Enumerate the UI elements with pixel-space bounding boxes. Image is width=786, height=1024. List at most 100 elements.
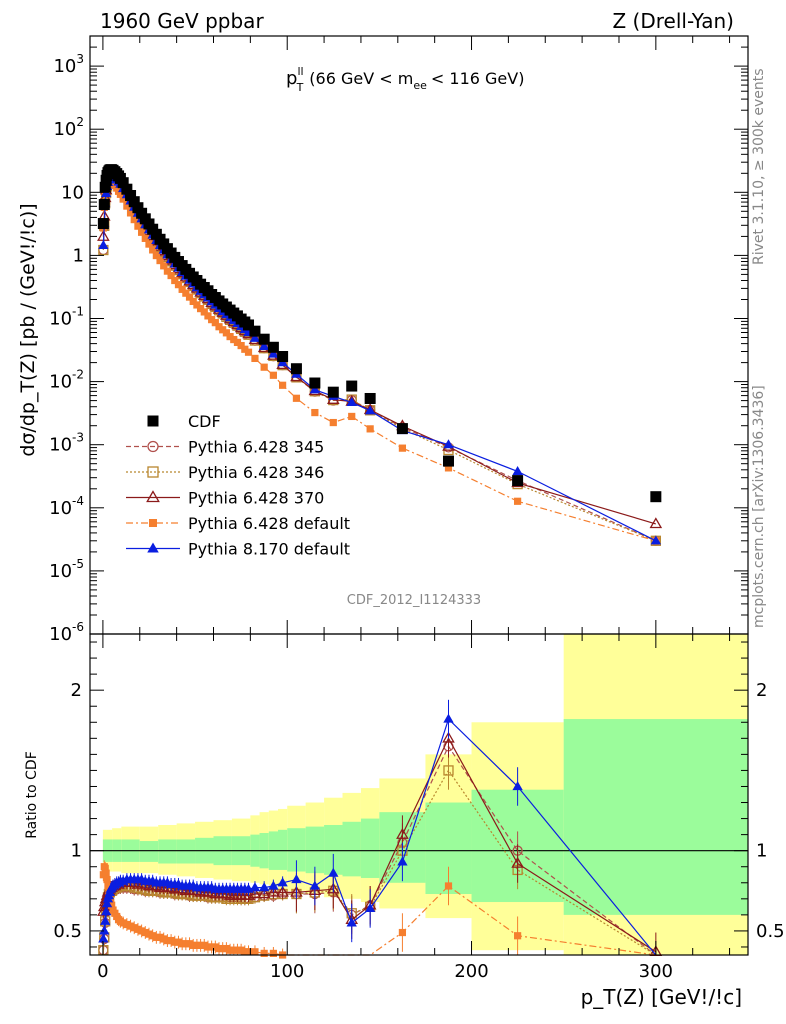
band-green: [278, 829, 288, 870]
marker-py6def: [149, 246, 157, 254]
marker-py8def: [443, 439, 454, 449]
marker-py6def: [444, 464, 453, 472]
marker-cdf: [309, 377, 321, 389]
marker-cdf: [258, 333, 270, 345]
marker-py6def: [182, 289, 190, 297]
plot-label-rest-end: < 116 GeV): [431, 69, 525, 88]
marker-py6def: [200, 941, 208, 949]
marker-py6def: [171, 938, 179, 946]
analysis-id: CDF_2012_I1124333: [347, 593, 481, 608]
marker-py6def: [215, 323, 223, 331]
marker-py8def: [291, 874, 302, 884]
main-y-tick-label: 10-6: [49, 620, 84, 645]
marker-py8def: [364, 405, 376, 415]
marker-py6def: [244, 348, 253, 356]
marker-py6def: [174, 938, 183, 946]
rivet-label: Rivet 3.1.10, ≥ 300k events: [751, 68, 767, 265]
band-green: [342, 821, 361, 877]
marker-py8def: [277, 877, 288, 887]
main-y-tick-label: 1: [73, 245, 84, 266]
ratio-y-tick-label-right: 1: [756, 841, 767, 862]
ratio-y-tick-label: 1: [71, 841, 82, 862]
marker-py6def: [366, 425, 374, 433]
marker-cdf: [97, 218, 109, 230]
marker-py6def: [134, 925, 142, 933]
marker-py6def: [138, 927, 146, 935]
marker-py6def: [145, 240, 153, 248]
marker-cdf: [346, 380, 358, 392]
marker-cdf: [277, 350, 289, 362]
marker-py370: [276, 885, 289, 897]
ratio-x-axis-title: p_T(Z) [GeV!/!c]: [581, 985, 742, 1009]
ratio-series-layer: [97, 699, 663, 959]
ratio-y-tick-label-right: 0.5: [756, 921, 785, 942]
band-green: [158, 839, 177, 864]
plot-label: pll T (66 GeV < mee < 116 GeV): [286, 65, 524, 94]
marker-py6def: [311, 408, 319, 417]
marker-cdf: [650, 491, 662, 503]
marker-py370: [511, 856, 524, 868]
marker-py6def: [193, 301, 201, 309]
marker-py8def: [346, 397, 357, 407]
marker-py6def: [167, 936, 175, 945]
marker-py6def: [103, 875, 111, 884]
marker-py6def: [233, 338, 242, 347]
marker-py6def: [149, 519, 157, 527]
marker-py6def: [200, 308, 208, 316]
marker-py6def: [141, 234, 149, 242]
legend-label: Pythia 6.428 346: [188, 463, 324, 482]
marker-py6def: [178, 940, 186, 948]
marker-py6def: [156, 933, 164, 941]
marker-py8def: [309, 880, 321, 890]
marker-py6def: [222, 329, 230, 337]
marker-py6def: [163, 936, 172, 945]
marker-py8def: [364, 903, 376, 913]
marker-py6def: [189, 941, 197, 949]
marker-py6def: [134, 222, 142, 230]
main-line-py345: [102, 177, 657, 542]
marker-py6def: [260, 363, 268, 371]
marker-py6def: [219, 326, 227, 334]
marker-py6def: [141, 928, 149, 937]
ratio-frame: [89, 633, 749, 956]
marker-py370: [326, 882, 340, 894]
main-y-tick-label: 10-2: [49, 368, 84, 393]
marker-py345: [147, 440, 159, 453]
band-green: [287, 828, 306, 872]
legend-label: Pythia 6.428 345: [188, 438, 324, 457]
ratio-y-tick-label-right: 2: [756, 680, 767, 701]
legend-label: Pythia 6.428 370: [188, 489, 324, 508]
band-green: [563, 719, 748, 915]
x-tick-label: 100: [270, 961, 304, 982]
main-line-py370: [102, 176, 656, 525]
marker-py6def: [211, 943, 219, 951]
plot-label-rest-sub: ee: [413, 79, 427, 92]
ratio-y-axis-title: Ratio to CDF: [24, 751, 40, 839]
marker-py6def: [251, 948, 259, 956]
marker-cdf: [136, 207, 148, 219]
marker-py6def: [244, 948, 253, 956]
marker-py6def: [269, 949, 277, 957]
marker-py8def: [328, 867, 339, 877]
marker-py8def: [100, 915, 111, 925]
band-green: [324, 824, 343, 875]
marker-py6def: [196, 305, 205, 313]
marker-cdf: [290, 363, 302, 375]
legend-label: Pythia 6.428 default: [188, 514, 350, 533]
marker-py6def: [123, 202, 131, 210]
marker-py8def: [512, 781, 523, 791]
marker-py370: [442, 731, 455, 743]
x-tick-label: 300: [639, 961, 673, 982]
marker-py6def: [215, 944, 223, 953]
marker-py370: [248, 887, 262, 899]
marker-py8def: [101, 898, 113, 908]
marker-py6def: [251, 354, 259, 363]
legend-entry-py370: Pythia 6.428 370: [126, 489, 324, 508]
marker-py6def: [230, 335, 238, 344]
marker-py6def: [208, 943, 216, 951]
marker-py8def: [309, 384, 321, 394]
marker-py6def: [160, 262, 168, 270]
marker-py8def: [268, 880, 279, 890]
legend-label: CDF: [188, 412, 221, 431]
main-y-tick-label: 10-4: [49, 494, 84, 519]
